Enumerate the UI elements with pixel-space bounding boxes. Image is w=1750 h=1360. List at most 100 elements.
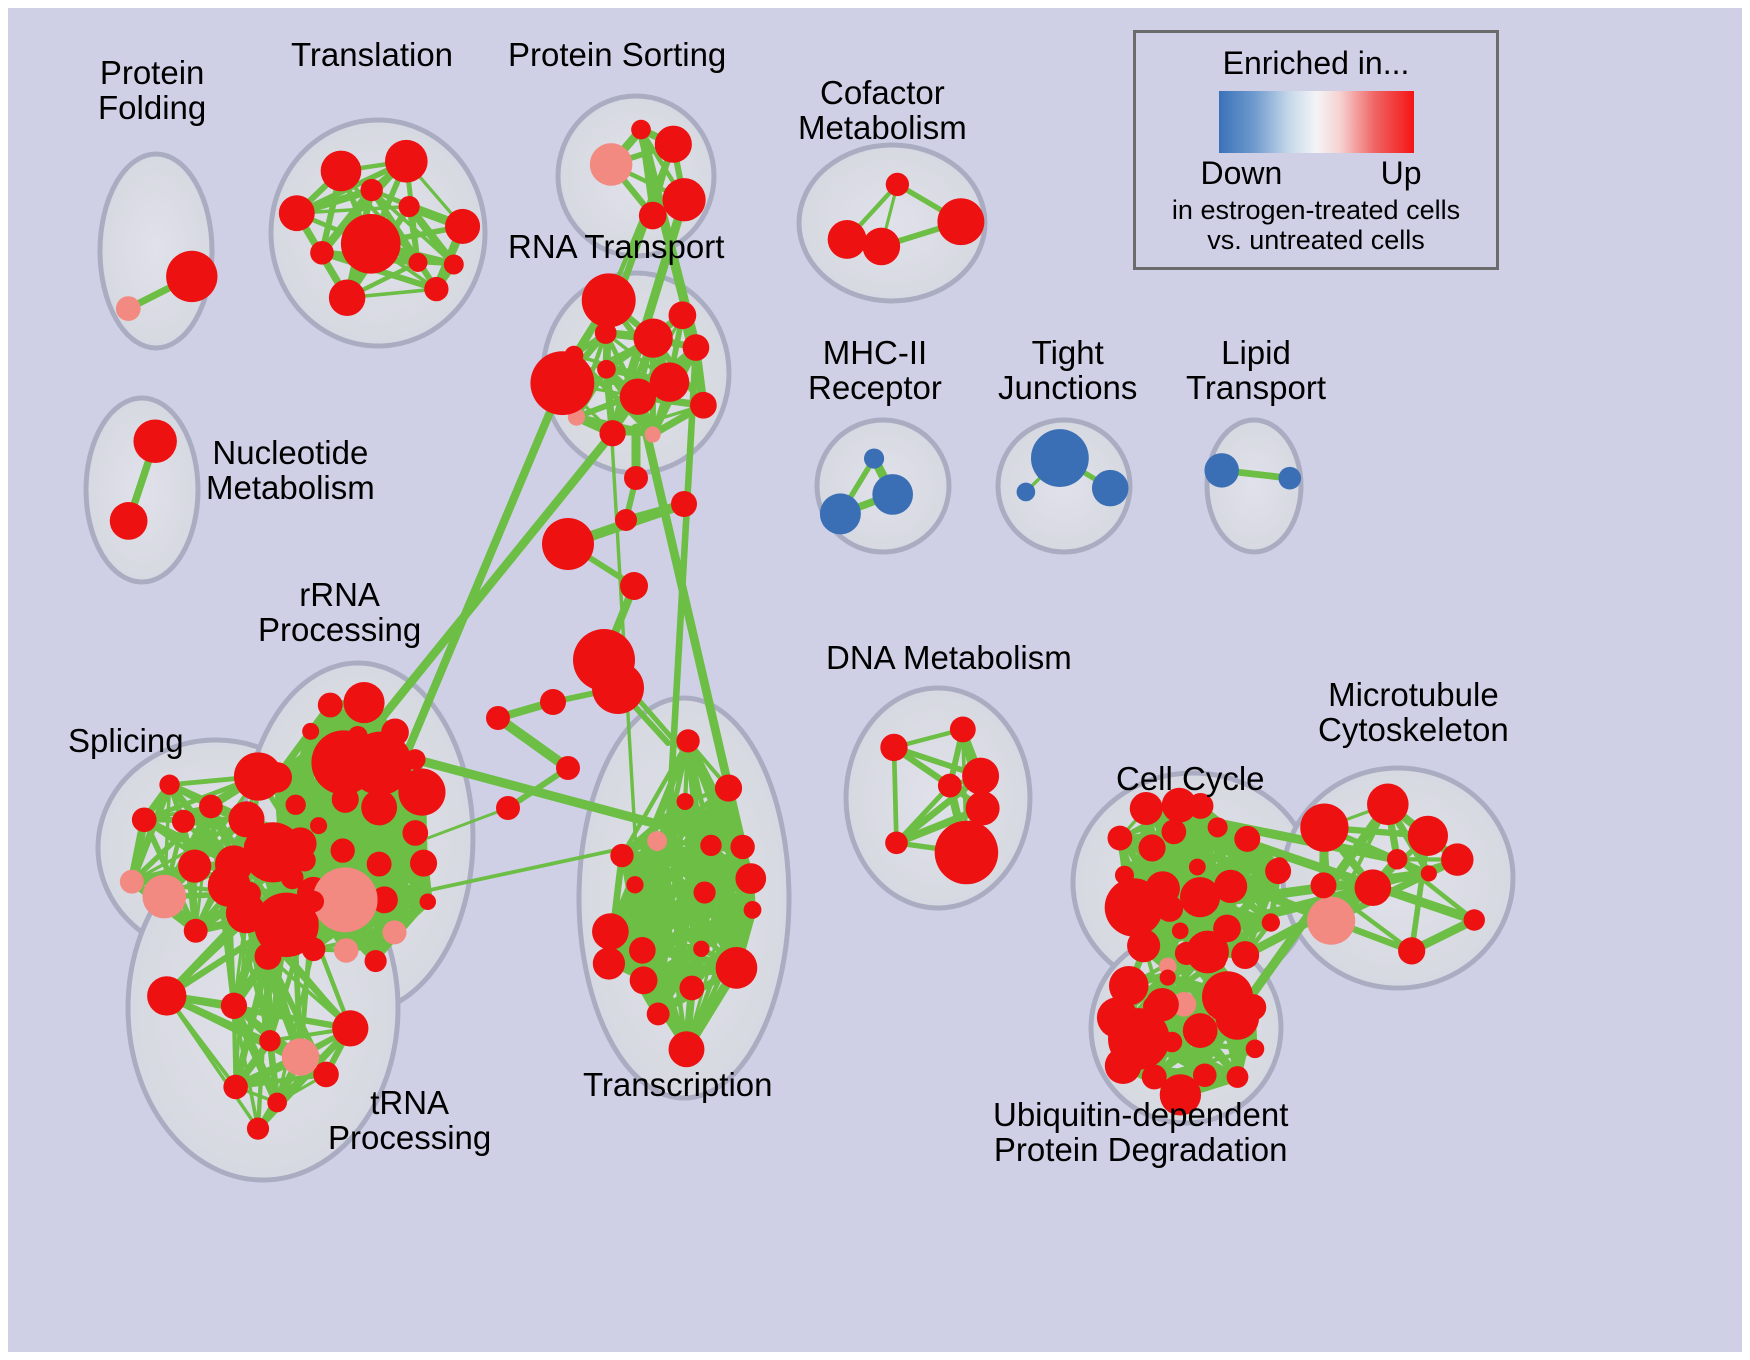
network-node <box>419 893 437 911</box>
network-edge <box>266 954 353 1031</box>
network-node <box>302 890 325 913</box>
network-node <box>1120 1013 1140 1033</box>
network-node <box>624 466 648 490</box>
network-node <box>644 426 661 443</box>
network-node <box>679 975 705 1001</box>
network-node <box>1367 783 1409 826</box>
network-node <box>1307 896 1356 945</box>
network-edge <box>619 738 691 858</box>
network-node <box>1141 1064 1167 1090</box>
network-node <box>361 789 398 826</box>
network-edge <box>610 403 706 435</box>
network-node <box>328 279 366 317</box>
network-node <box>1138 834 1166 862</box>
network-node <box>1463 909 1485 931</box>
network-node <box>1213 914 1241 943</box>
network-edge <box>684 736 747 851</box>
network-node <box>1159 1074 1202 1116</box>
network-node <box>668 301 697 330</box>
network-node <box>1156 895 1184 922</box>
network-edge <box>295 828 421 849</box>
network-node <box>589 143 633 186</box>
network-node <box>1174 941 1199 966</box>
network-node <box>619 378 657 415</box>
network-node <box>1300 803 1349 852</box>
network-node <box>1192 1063 1217 1088</box>
network-node <box>1441 843 1474 876</box>
network-node <box>384 139 428 183</box>
network-node <box>171 809 196 833</box>
network-node <box>934 820 999 885</box>
network-node <box>1161 819 1187 845</box>
network-node <box>827 220 867 259</box>
network-node <box>628 937 656 964</box>
cluster-ellipse-cofactor-metabolism <box>796 142 988 304</box>
network-node <box>965 791 1000 826</box>
network-node <box>633 318 673 358</box>
network-node <box>1398 937 1426 965</box>
network-node <box>183 918 208 943</box>
legend-title: Enriched in... <box>1222 45 1410 81</box>
network-node <box>693 940 710 957</box>
network-node <box>819 493 861 535</box>
network-node <box>199 794 223 819</box>
network-node <box>1091 469 1129 507</box>
network-node <box>1207 817 1228 838</box>
network-node <box>662 178 706 222</box>
legend-up-label: Up <box>1380 155 1422 191</box>
network-node <box>340 214 401 274</box>
network-edge <box>1394 856 1477 923</box>
network-node <box>649 362 690 402</box>
legend-down-label: Down <box>1200 155 1283 191</box>
network-node <box>1310 872 1337 899</box>
network-node <box>629 966 658 995</box>
network-node <box>404 749 426 770</box>
network-node <box>1226 1066 1249 1088</box>
network-node <box>254 892 319 958</box>
network-node <box>1161 1031 1183 1053</box>
network-node <box>1182 1013 1218 1048</box>
network-node <box>133 419 177 463</box>
network-node <box>1187 793 1214 819</box>
network-node <box>1127 929 1161 963</box>
network-node <box>693 881 716 904</box>
network-node <box>246 1117 270 1140</box>
network-edge <box>265 953 274 1044</box>
network-node <box>302 722 320 740</box>
network-node <box>1107 825 1133 851</box>
network-node <box>313 1061 339 1088</box>
network-node <box>1161 787 1197 823</box>
network-node <box>638 201 667 230</box>
network-node <box>408 252 428 272</box>
network-node <box>1129 791 1163 825</box>
network-edge <box>1175 799 1393 1100</box>
network-node <box>872 474 914 515</box>
network-node <box>592 947 626 980</box>
network-node <box>715 947 758 989</box>
network-node <box>310 241 334 265</box>
network-node <box>285 794 306 815</box>
network-node <box>301 937 326 962</box>
network-node <box>863 448 885 469</box>
network-node <box>142 874 187 919</box>
network-node <box>540 689 566 715</box>
network-node <box>647 831 668 851</box>
network-node <box>259 1030 281 1052</box>
network-edge <box>405 202 458 269</box>
network-node <box>159 774 180 795</box>
legend-color-gradient <box>1218 91 1414 153</box>
network-node <box>1204 453 1239 488</box>
network-node <box>631 119 651 140</box>
network-node <box>880 733 908 762</box>
network-edge <box>493 713 573 773</box>
network-node <box>676 729 700 753</box>
network-node <box>281 1038 320 1076</box>
network-node <box>885 831 908 855</box>
network-node <box>1420 865 1437 882</box>
network-node <box>364 949 387 973</box>
network-node <box>885 172 910 197</box>
network-node <box>1188 858 1206 876</box>
network-node <box>1030 429 1089 487</box>
network-edge <box>426 806 510 840</box>
